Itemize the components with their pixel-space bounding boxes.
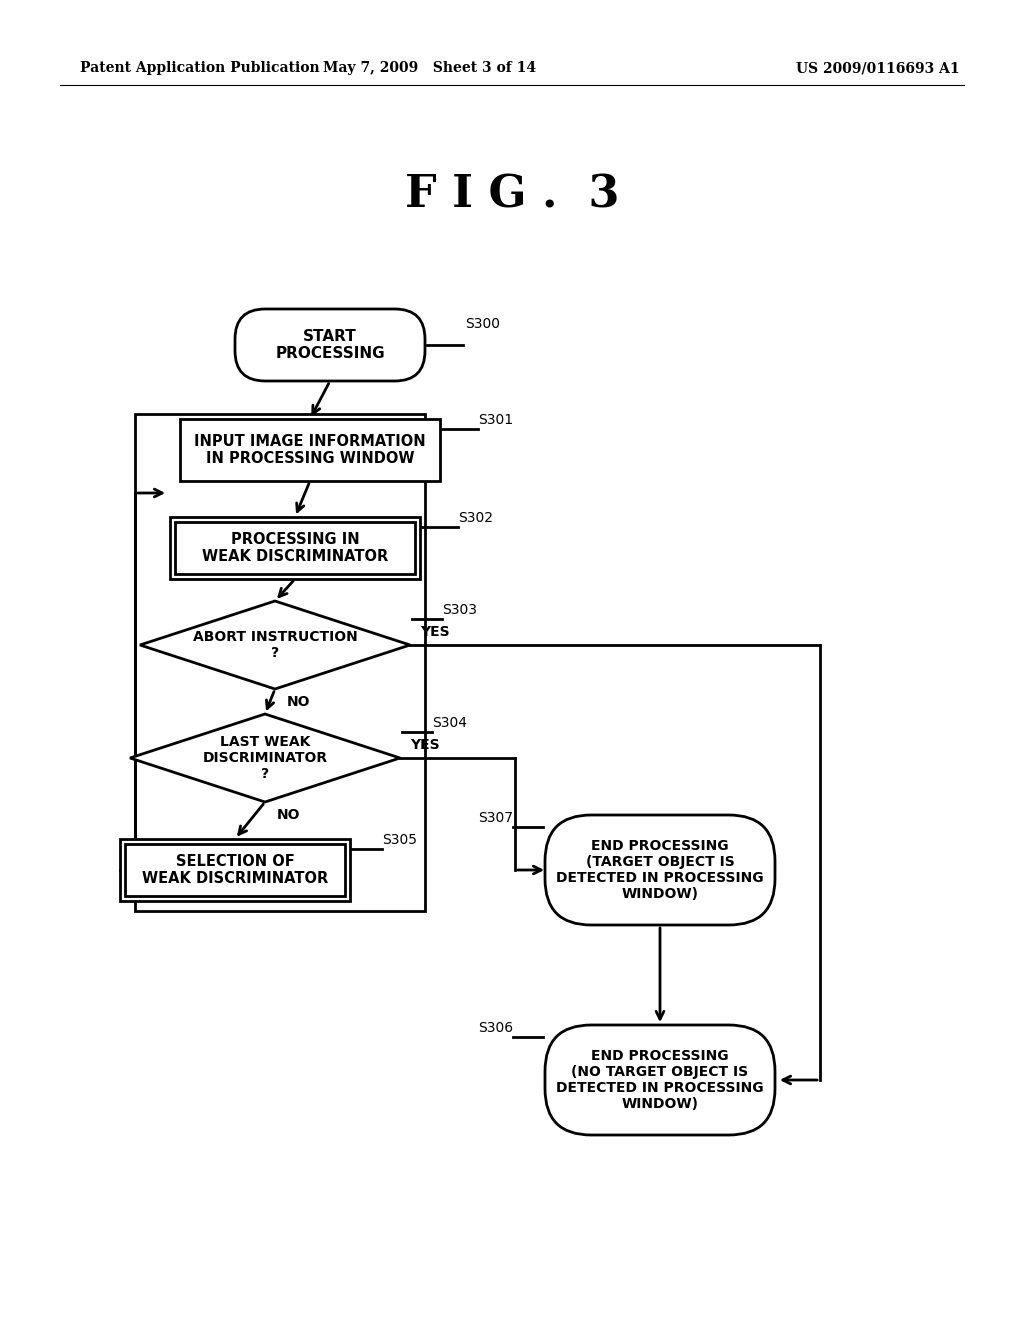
Text: F I G .  3: F I G . 3 [404,173,620,216]
Bar [135,414,425,911]
FancyBboxPatch shape [545,814,775,925]
Text: US 2009/0116693 A1: US 2009/0116693 A1 [797,61,961,75]
Bar [180,418,440,480]
Text: S301: S301 [478,413,513,426]
Text: May 7, 2009   Sheet 3 of 14: May 7, 2009 Sheet 3 of 14 [324,61,537,75]
Text: S302: S302 [458,511,493,525]
Text: Patent Application Publication: Patent Application Publication [80,61,319,75]
Bar [175,521,415,574]
Text: S307: S307 [478,810,513,825]
Text: S303: S303 [442,603,477,616]
FancyBboxPatch shape [234,309,425,381]
FancyBboxPatch shape [545,1026,775,1135]
Bar [170,517,420,579]
Text: LAST WEAK
DISCRIMINATOR
?: LAST WEAK DISCRIMINATOR ? [203,735,328,781]
Polygon shape [140,601,410,689]
Text: PROCESSING IN
WEAK DISCRIMINATOR: PROCESSING IN WEAK DISCRIMINATOR [202,532,388,564]
Text: NO: NO [278,808,300,822]
Text: ABORT INSTRUCTION
?: ABORT INSTRUCTION ? [193,630,357,660]
Text: INPUT IMAGE INFORMATION
IN PROCESSING WINDOW: INPUT IMAGE INFORMATION IN PROCESSING WI… [195,434,426,466]
Text: START
PROCESSING: START PROCESSING [275,329,385,362]
Text: S306: S306 [478,1020,513,1035]
Text: NO: NO [287,696,310,709]
Polygon shape [130,714,400,803]
Text: YES: YES [420,624,450,639]
Text: END PROCESSING
(TARGET OBJECT IS
DETECTED IN PROCESSING
WINDOW): END PROCESSING (TARGET OBJECT IS DETECTE… [556,838,764,902]
Text: END PROCESSING
(NO TARGET OBJECT IS
DETECTED IN PROCESSING
WINDOW): END PROCESSING (NO TARGET OBJECT IS DETE… [556,1048,764,1111]
Text: S304: S304 [432,715,467,730]
Text: YES: YES [410,738,439,752]
Bar [120,840,350,902]
Text: S300: S300 [465,317,500,331]
Text: SELECTION OF
WEAK DISCRIMINATOR: SELECTION OF WEAK DISCRIMINATOR [142,854,328,886]
Bar [125,843,345,896]
Text: S305: S305 [382,833,417,847]
